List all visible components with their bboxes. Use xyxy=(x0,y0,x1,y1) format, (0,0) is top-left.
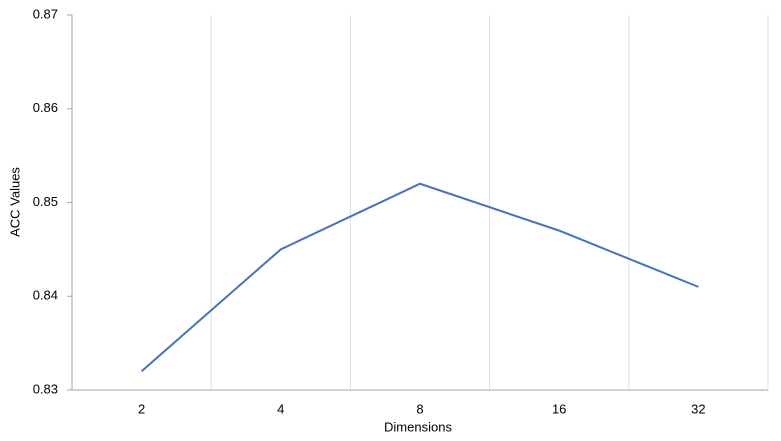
x-tick-label: 32 xyxy=(691,401,705,416)
y-tick-label: 0.87 xyxy=(33,6,58,21)
x-tick-label: 16 xyxy=(552,401,566,416)
x-tick-label: 8 xyxy=(416,401,423,416)
y-tick-label: 0.86 xyxy=(33,100,58,115)
y-tick-label: 0.83 xyxy=(33,381,58,396)
y-axis-label: ACC Values xyxy=(7,167,22,237)
line xyxy=(140,182,699,373)
x-axis-label: Dimensions xyxy=(384,419,452,434)
y-tick-label: 0.84 xyxy=(33,288,58,303)
x-tick-label: 2 xyxy=(138,401,145,416)
x-tick-label: 4 xyxy=(277,401,284,416)
y-tick-label: 0.85 xyxy=(33,194,58,209)
